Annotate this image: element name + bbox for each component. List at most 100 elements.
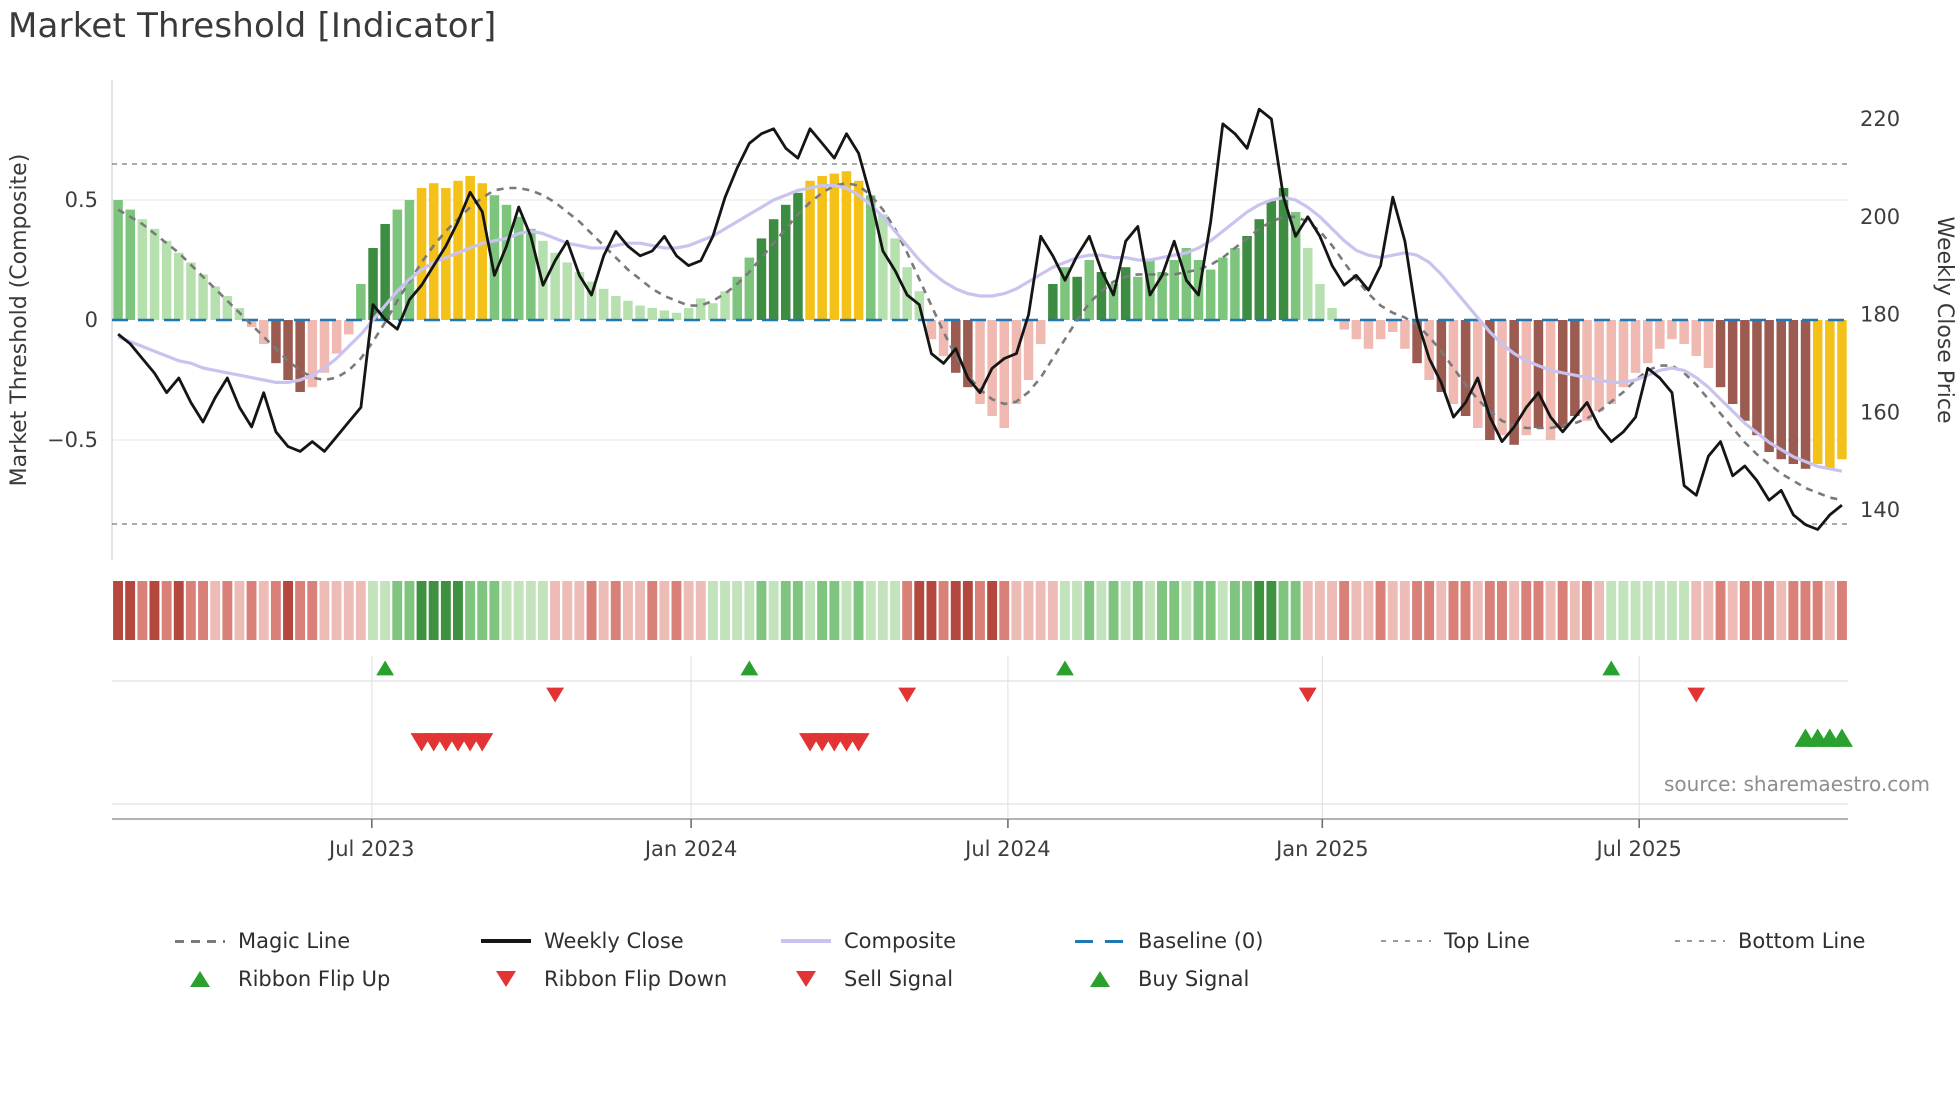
ribbon-cell (1484, 581, 1495, 640)
legend-label: Composite (844, 929, 957, 953)
threshold-bar (1424, 320, 1434, 380)
ribbon-cell (647, 581, 658, 640)
x-tick-label: Jul 2025 (1594, 837, 1681, 861)
threshold-bar (817, 176, 827, 320)
threshold-bar (756, 238, 767, 320)
ribbon-cell (404, 581, 415, 640)
threshold-bar (1339, 320, 1349, 330)
threshold-bar (307, 320, 318, 388)
ribbon-cell (1060, 581, 1070, 640)
legend-label: Sell Signal (844, 967, 954, 991)
threshold-bar (768, 219, 779, 320)
ribbon-cell (1327, 581, 1337, 640)
left-tick-label: −0.5 (47, 428, 98, 452)
weekly-close-line (117, 107, 1843, 531)
ribbon-cell (1290, 581, 1301, 640)
threshold-bar (999, 320, 1009, 428)
buy-signal-marker (1830, 728, 1853, 747)
threshold-bar (611, 296, 621, 320)
threshold-bar (1776, 320, 1786, 460)
ribbon-cell (465, 581, 476, 640)
ribbon-flip-up-marker (740, 660, 759, 676)
ribbon-cell (1217, 581, 1228, 640)
ribbon-cell (1606, 581, 1617, 640)
ribbon-cell (1278, 581, 1289, 640)
x-tick-label: Jan 2024 (643, 837, 738, 861)
ribbon-cell (890, 581, 900, 640)
ribbon-strip (113, 581, 1847, 640)
threshold-bar (259, 320, 269, 344)
legend-item-top-line: Top Line (1381, 928, 1530, 954)
legend-item-composite: Composite (781, 928, 956, 954)
ribbon-cell (720, 581, 730, 640)
threshold-bar (113, 200, 123, 320)
threshold-bar (696, 298, 706, 320)
ribbon-cell (744, 581, 755, 640)
ribbon-cell (1569, 581, 1580, 640)
source-credit: source: sharemaestro.com (1664, 772, 1930, 796)
threshold-bar (951, 320, 961, 373)
threshold-bar (1278, 188, 1289, 320)
threshold-bar (1230, 248, 1240, 320)
threshold-bar (720, 291, 730, 320)
threshold-bar (501, 204, 512, 320)
ribbon-cell (550, 581, 560, 640)
threshold-bar (1643, 320, 1653, 364)
threshold-bar (331, 320, 342, 354)
ribbon-cell (574, 581, 585, 640)
ribbon-cell (926, 581, 937, 640)
legend-label: Baseline (0) (1138, 929, 1264, 953)
threshold-bar (1788, 320, 1799, 464)
ribbon-cell (829, 581, 840, 640)
threshold-bar (1667, 320, 1677, 340)
ribbon-cell (1339, 581, 1350, 640)
ribbon-cell (453, 581, 463, 640)
threshold-bar (1412, 320, 1422, 364)
x-tick-label: Jan 2025 (1274, 837, 1369, 861)
ribbon-cell (416, 581, 427, 640)
ribbon-cell (1084, 581, 1095, 640)
solid-line (481, 939, 531, 943)
legend-item-magic-line: Magic Line (175, 928, 350, 954)
ribbon-cell (210, 581, 221, 640)
ribbon-cell (489, 581, 500, 640)
ribbon-cell (1533, 581, 1544, 640)
threshold-bar (1630, 320, 1641, 373)
triangle-up (190, 971, 210, 987)
ribbon-cell (319, 581, 330, 640)
threshold-bar (416, 188, 427, 320)
ribbon-cell (343, 581, 354, 640)
ribbon-cell (1035, 581, 1046, 640)
dotted-line-icon (1675, 940, 1725, 942)
ribbon-cell (1181, 581, 1192, 640)
axis-text: 0.5 0 −0.5 220 200 180 160 140 Jul 2023 Jan 2024 J… (7, 107, 1957, 861)
ribbon-cell (987, 581, 998, 640)
ribbon-cell (841, 581, 852, 640)
threshold-bar (1485, 320, 1495, 440)
ribbon-cell (392, 581, 403, 640)
ribbon-cell (999, 581, 1010, 640)
ribbon-cell (1618, 581, 1629, 640)
threshold-bar (1242, 236, 1252, 320)
triangle-up-icon (1075, 971, 1125, 987)
threshold-bar (1436, 320, 1447, 392)
dotted-line (1675, 940, 1725, 942)
threshold-bar (514, 216, 524, 320)
threshold-bar (1181, 248, 1192, 320)
threshold-bar (1400, 320, 1410, 349)
left-tick-label: 0 (85, 308, 98, 332)
ribbon-cell (805, 581, 815, 640)
ribbon-cell (1387, 581, 1398, 640)
threshold-bar (404, 200, 415, 320)
ribbon-cell (1582, 581, 1592, 640)
threshold-bar (659, 310, 670, 320)
threshold-bar (441, 188, 451, 320)
threshold-bar (1108, 284, 1119, 320)
ribbon-flip-down-marker (898, 687, 917, 703)
threshold-bar (368, 248, 378, 320)
threshold-bar (295, 320, 305, 392)
ribbon-cell (659, 581, 670, 640)
ribbon-cell (1242, 581, 1252, 640)
sell-signal-marker (847, 733, 870, 752)
